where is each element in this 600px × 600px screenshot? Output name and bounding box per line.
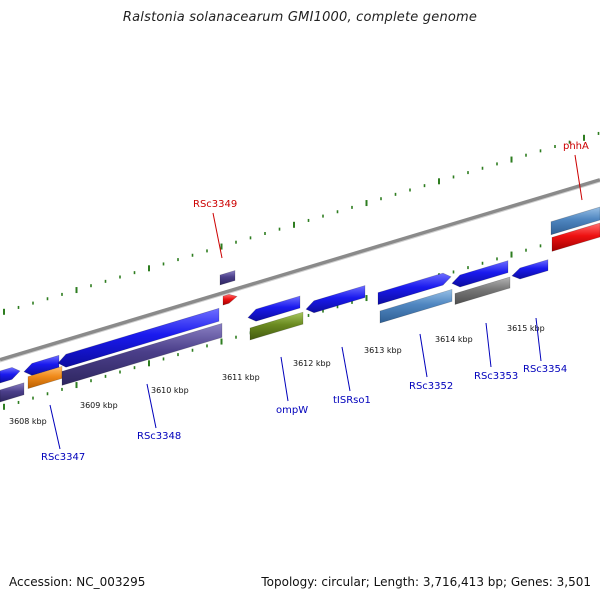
kbp-tick-label: 3609 kbp <box>80 401 118 410</box>
kbp-tick-label: 3610 kbp <box>151 386 189 395</box>
feature-label: tISRso1 <box>333 395 371 406</box>
feature-labels: RSc3349 phhA RSc3347 RSc3348 ompW tISRso1 RSc3… <box>41 141 589 463</box>
rrna-block <box>550 206 600 236</box>
feature-leader-line <box>49 404 61 450</box>
feature-leader-line <box>419 333 428 378</box>
kbp-tick-label: 3613 kbp <box>364 346 402 355</box>
red-feature-arrow <box>222 293 238 306</box>
gene-block <box>0 382 25 403</box>
feature-leader-line <box>280 356 289 402</box>
olive-feature <box>249 311 304 341</box>
kbp-tick-label: 3611 kbp <box>222 373 260 382</box>
cds-arrow <box>0 367 21 384</box>
map-title: Ralstonia solanacearum GMI1000, complete… <box>122 10 478 25</box>
gene-block <box>61 322 223 386</box>
accession-text: Accession: NC_003295 <box>9 575 146 589</box>
kbp-axis-labels: 3608 kbp 3609 kbp 3610 kbp 3611 kbp 3612 kbp… <box>9 324 545 426</box>
cds-arrow <box>305 285 366 314</box>
cds-arrow <box>247 295 301 322</box>
feature-label: ompW <box>276 405 308 416</box>
cds-arrow <box>23 354 60 376</box>
cds-arrow <box>57 307 220 368</box>
kbp-tick-label: 3614 kbp <box>435 335 473 344</box>
pseudo-block <box>454 276 511 305</box>
genome-backbone <box>0 178 600 362</box>
feature-leader-line <box>535 317 542 362</box>
cds-arrow <box>451 260 509 288</box>
feature-leader-line <box>341 346 351 392</box>
kbp-tick-label: 3612 kbp <box>293 359 331 368</box>
feature-leader-line <box>485 322 492 368</box>
feature-label: RSc3349 <box>193 199 237 210</box>
cds-arrow <box>377 272 452 306</box>
feature-leader-line <box>574 154 583 201</box>
kbp-tick-label: 3608 kbp <box>9 417 47 426</box>
gene-block <box>219 270 236 286</box>
feature-leader-line <box>212 212 223 259</box>
feature-label: phhA <box>563 141 589 152</box>
cds-arrow <box>511 259 549 280</box>
genome-backbone-highlight <box>0 181 600 363</box>
rrna-block <box>379 288 453 324</box>
feature-leader-line <box>146 383 157 429</box>
feature-label: RSc3352 <box>409 381 453 392</box>
upper-tick-track <box>3 131 600 315</box>
red-feature <box>551 222 600 252</box>
feature-label: RSc3353 <box>474 371 518 382</box>
feature-label: RSc3348 <box>137 431 181 442</box>
kbp-tick-label: 3615 kbp <box>507 324 545 333</box>
feature-label: RSc3354 <box>523 364 567 375</box>
feature-label: RSc3347 <box>41 452 85 463</box>
topology-text: Topology: circular; Length: 3,716,413 bp… <box>261 575 591 589</box>
